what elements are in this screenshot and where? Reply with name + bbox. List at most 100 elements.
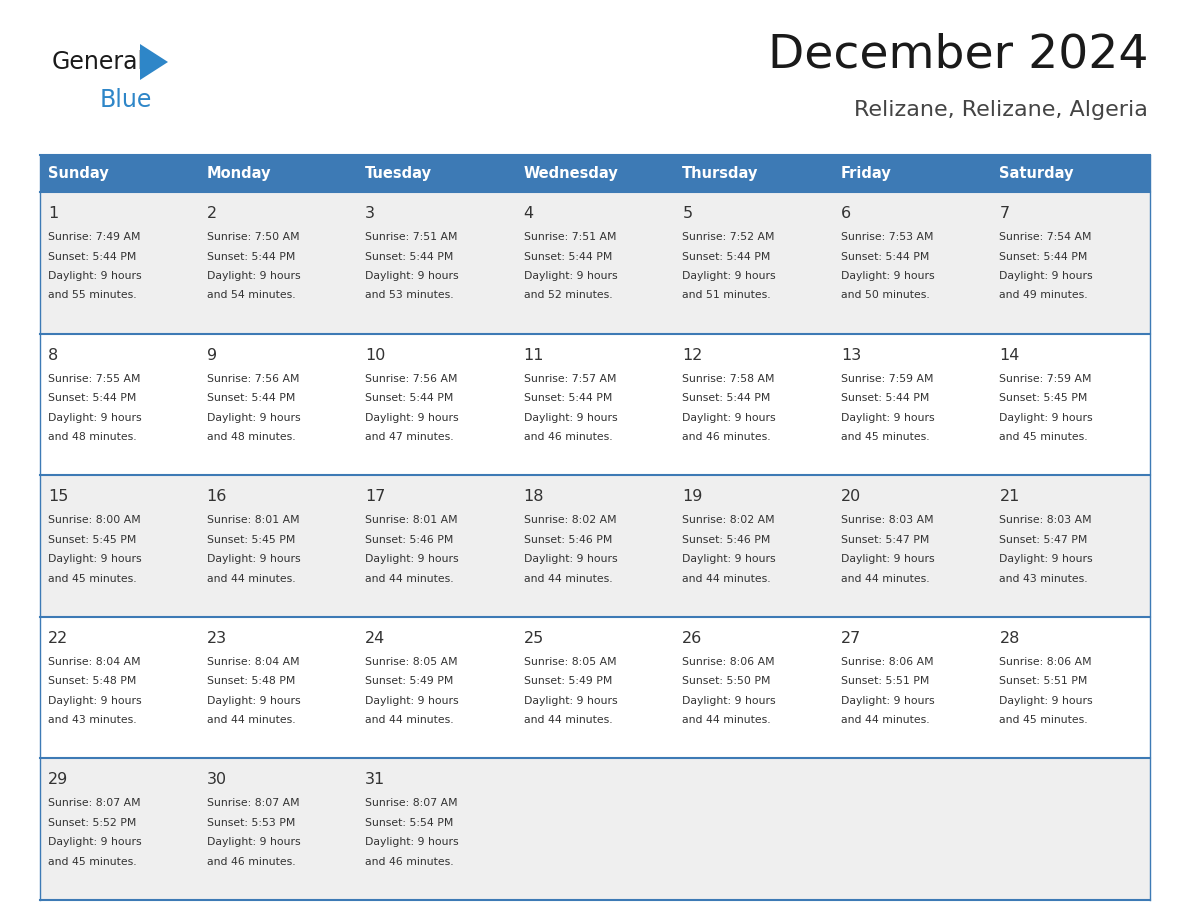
Text: and 43 minutes.: and 43 minutes. [999,574,1088,584]
Text: Daylight: 9 hours: Daylight: 9 hours [841,412,935,422]
Text: 18: 18 [524,489,544,504]
Text: Sunrise: 8:01 AM: Sunrise: 8:01 AM [365,515,457,525]
Text: and 47 minutes.: and 47 minutes. [365,432,454,442]
Text: 16: 16 [207,489,227,504]
Text: and 45 minutes.: and 45 minutes. [999,432,1088,442]
Text: 14: 14 [999,348,1019,363]
Text: Sunset: 5:47 PM: Sunset: 5:47 PM [841,534,929,544]
Text: Daylight: 9 hours: Daylight: 9 hours [207,837,301,847]
Text: Sunday: Sunday [48,166,109,181]
Text: Sunrise: 7:56 AM: Sunrise: 7:56 AM [207,374,299,384]
Text: 1: 1 [48,206,58,221]
Text: Daylight: 9 hours: Daylight: 9 hours [365,412,459,422]
Text: and 44 minutes.: and 44 minutes. [524,574,612,584]
Text: and 48 minutes.: and 48 minutes. [207,432,295,442]
Text: Sunrise: 8:02 AM: Sunrise: 8:02 AM [682,515,775,525]
Text: Sunrise: 8:06 AM: Sunrise: 8:06 AM [999,656,1092,666]
Text: Sunset: 5:44 PM: Sunset: 5:44 PM [365,252,454,262]
Text: Wednesday: Wednesday [524,166,619,181]
Text: Sunset: 5:46 PM: Sunset: 5:46 PM [524,534,612,544]
Text: Sunrise: 8:05 AM: Sunrise: 8:05 AM [524,656,617,666]
Text: Blue: Blue [100,88,152,112]
Text: 22: 22 [48,631,68,645]
Text: 28: 28 [999,631,1019,645]
Text: Sunrise: 7:54 AM: Sunrise: 7:54 AM [999,232,1092,242]
Text: and 44 minutes.: and 44 minutes. [524,715,612,725]
Text: Sunrise: 7:55 AM: Sunrise: 7:55 AM [48,374,140,384]
Text: Sunrise: 7:58 AM: Sunrise: 7:58 AM [682,374,775,384]
Text: and 46 minutes.: and 46 minutes. [365,856,454,867]
Text: Sunset: 5:45 PM: Sunset: 5:45 PM [207,534,295,544]
Text: Sunrise: 8:00 AM: Sunrise: 8:00 AM [48,515,140,525]
Text: 5: 5 [682,206,693,221]
Text: Sunset: 5:53 PM: Sunset: 5:53 PM [207,818,295,828]
Text: Sunset: 5:44 PM: Sunset: 5:44 PM [524,393,612,403]
Text: Daylight: 9 hours: Daylight: 9 hours [841,271,935,281]
Text: and 52 minutes.: and 52 minutes. [524,290,612,300]
Text: 6: 6 [841,206,851,221]
Text: Daylight: 9 hours: Daylight: 9 hours [524,696,618,706]
Text: Relizane, Relizane, Algeria: Relizane, Relizane, Algeria [854,100,1148,120]
Polygon shape [140,44,168,80]
Text: 15: 15 [48,489,69,504]
Text: Daylight: 9 hours: Daylight: 9 hours [207,554,301,565]
Text: Sunrise: 8:07 AM: Sunrise: 8:07 AM [207,799,299,809]
Text: 7: 7 [999,206,1010,221]
Text: Daylight: 9 hours: Daylight: 9 hours [999,554,1093,565]
Bar [40,333,1150,476]
Text: Daylight: 9 hours: Daylight: 9 hours [365,271,459,281]
Bar [40,476,1150,617]
Text: and 55 minutes.: and 55 minutes. [48,290,137,300]
Text: Sunset: 5:54 PM: Sunset: 5:54 PM [365,818,454,828]
Text: Sunrise: 8:07 AM: Sunrise: 8:07 AM [365,799,457,809]
Text: 20: 20 [841,489,861,504]
Text: Sunset: 5:44 PM: Sunset: 5:44 PM [682,252,771,262]
Text: Daylight: 9 hours: Daylight: 9 hours [365,554,459,565]
Text: 31: 31 [365,772,385,788]
Text: Sunset: 5:52 PM: Sunset: 5:52 PM [48,818,137,828]
Text: Tuesday: Tuesday [365,166,432,181]
Text: Daylight: 9 hours: Daylight: 9 hours [999,696,1093,706]
Text: and 44 minutes.: and 44 minutes. [682,715,771,725]
Text: December 2024: December 2024 [767,32,1148,77]
Text: and 44 minutes.: and 44 minutes. [365,574,454,584]
Text: Sunset: 5:50 PM: Sunset: 5:50 PM [682,677,771,687]
Text: Daylight: 9 hours: Daylight: 9 hours [207,696,301,706]
Text: Sunrise: 8:02 AM: Sunrise: 8:02 AM [524,515,617,525]
Text: Sunrise: 8:03 AM: Sunrise: 8:03 AM [999,515,1092,525]
Text: 21: 21 [999,489,1019,504]
Text: Sunset: 5:51 PM: Sunset: 5:51 PM [841,677,929,687]
Text: and 44 minutes.: and 44 minutes. [841,715,929,725]
Text: Daylight: 9 hours: Daylight: 9 hours [682,554,776,565]
Text: Sunrise: 7:59 AM: Sunrise: 7:59 AM [999,374,1092,384]
Text: 27: 27 [841,631,861,645]
Text: Sunrise: 7:52 AM: Sunrise: 7:52 AM [682,232,775,242]
Text: Sunrise: 7:50 AM: Sunrise: 7:50 AM [207,232,299,242]
Text: Sunset: 5:44 PM: Sunset: 5:44 PM [207,393,295,403]
Text: and 45 minutes.: and 45 minutes. [999,715,1088,725]
Bar [40,155,1150,192]
Text: Sunset: 5:49 PM: Sunset: 5:49 PM [365,677,454,687]
Text: and 53 minutes.: and 53 minutes. [365,290,454,300]
Text: Sunset: 5:44 PM: Sunset: 5:44 PM [682,393,771,403]
Text: Sunset: 5:44 PM: Sunset: 5:44 PM [365,393,454,403]
Text: Sunrise: 7:56 AM: Sunrise: 7:56 AM [365,374,457,384]
Text: Daylight: 9 hours: Daylight: 9 hours [207,271,301,281]
Text: and 49 minutes.: and 49 minutes. [999,290,1088,300]
Text: Saturday: Saturday [999,166,1074,181]
Bar [40,758,1150,900]
Text: Sunrise: 7:59 AM: Sunrise: 7:59 AM [841,374,934,384]
Text: and 44 minutes.: and 44 minutes. [682,574,771,584]
Text: and 45 minutes.: and 45 minutes. [841,432,929,442]
Text: Daylight: 9 hours: Daylight: 9 hours [48,271,141,281]
Text: Thursday: Thursday [682,166,759,181]
Text: and 44 minutes.: and 44 minutes. [841,574,929,584]
Bar [40,192,1150,333]
Text: Sunset: 5:48 PM: Sunset: 5:48 PM [48,677,137,687]
Text: Daylight: 9 hours: Daylight: 9 hours [48,412,141,422]
Text: 24: 24 [365,631,385,645]
Text: Sunset: 5:44 PM: Sunset: 5:44 PM [48,252,137,262]
Bar [40,617,1150,758]
Text: Sunset: 5:45 PM: Sunset: 5:45 PM [48,534,137,544]
Text: Daylight: 9 hours: Daylight: 9 hours [524,554,618,565]
